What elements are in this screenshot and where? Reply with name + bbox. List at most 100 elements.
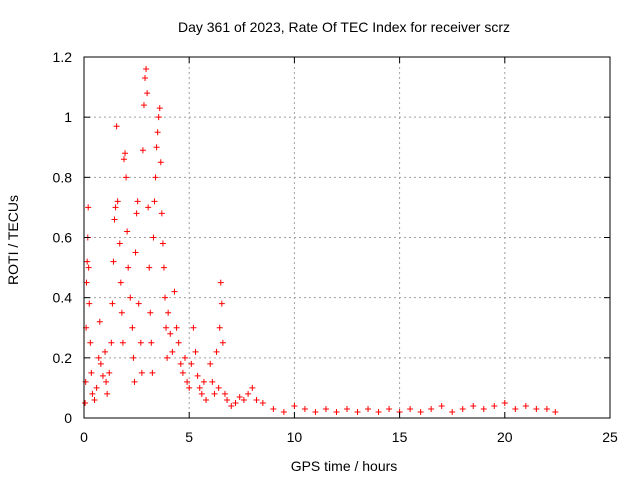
x-tick-label: 10 <box>287 429 303 445</box>
data-point <box>146 264 153 271</box>
data-point <box>113 123 120 130</box>
data-point <box>449 408 456 415</box>
data-point <box>354 408 361 415</box>
data-point <box>221 390 228 397</box>
data-point <box>270 405 277 412</box>
data-point <box>224 396 231 403</box>
data-point <box>196 384 203 391</box>
data-point <box>470 402 477 409</box>
data-point <box>240 396 247 403</box>
data-point <box>133 210 140 217</box>
data-point <box>181 354 188 361</box>
data-point <box>375 408 382 415</box>
data-point <box>130 354 137 361</box>
y-tick-label: 0.6 <box>53 230 73 246</box>
x-tick-label: 5 <box>185 429 193 445</box>
data-point <box>157 159 164 166</box>
data-point <box>104 390 111 397</box>
data-point <box>198 390 205 397</box>
x-tick-label: 20 <box>497 429 513 445</box>
data-point <box>117 279 124 286</box>
data-point <box>228 402 235 409</box>
data-point <box>171 288 178 295</box>
data-point <box>322 405 329 412</box>
data-point <box>428 405 435 412</box>
data-point <box>97 360 104 367</box>
data-point <box>131 378 138 385</box>
data-point <box>249 384 256 391</box>
data-point <box>344 405 350 412</box>
data-point <box>501 399 508 406</box>
data-point <box>158 210 165 217</box>
data-point <box>152 174 159 181</box>
data-point <box>213 348 220 355</box>
data-point <box>163 324 170 331</box>
data-point <box>150 234 157 241</box>
data-point <box>159 240 166 247</box>
data-point <box>138 369 145 376</box>
y-tick-label: 1 <box>64 109 72 125</box>
data-point <box>99 372 106 379</box>
data-point <box>522 402 529 409</box>
data-point <box>491 402 498 409</box>
data-point <box>194 372 201 379</box>
data-point <box>114 198 121 205</box>
data-point <box>145 204 152 211</box>
data-point <box>236 393 243 400</box>
data-point <box>96 318 103 325</box>
data-point <box>173 324 180 331</box>
data-point <box>127 294 134 301</box>
data-point <box>93 384 100 391</box>
data-point <box>200 378 207 385</box>
data-points <box>82 66 559 415</box>
data-point <box>407 405 414 412</box>
grid <box>84 57 610 418</box>
data-point <box>153 144 160 151</box>
data-point <box>291 402 298 409</box>
data-point <box>151 198 158 205</box>
data-point <box>110 258 117 265</box>
data-point <box>111 216 118 223</box>
data-point <box>95 354 102 361</box>
data-point <box>217 279 224 286</box>
data-point <box>148 339 155 346</box>
data-point <box>109 300 116 307</box>
data-point <box>149 369 156 376</box>
ticks: 0 5 10 15 20 25 0 0.2 0.4 0.6 0.8 1 1.2 <box>53 49 618 445</box>
data-point <box>85 264 92 271</box>
data-point <box>216 324 223 331</box>
data-point <box>209 378 216 385</box>
data-point <box>245 390 252 397</box>
data-point <box>543 405 550 412</box>
data-point <box>259 399 266 406</box>
x-tick-label: 15 <box>392 429 408 445</box>
data-point <box>88 369 95 376</box>
data-point <box>84 258 91 265</box>
data-point <box>232 399 239 406</box>
data-point <box>512 405 519 412</box>
data-point <box>165 309 172 316</box>
data-point <box>85 204 92 211</box>
data-point <box>82 399 89 406</box>
data-point <box>480 405 487 412</box>
x-tick-label: 0 <box>80 429 88 445</box>
data-point <box>175 339 182 346</box>
data-point <box>91 396 98 403</box>
data-point <box>154 129 161 136</box>
data-point <box>312 408 319 415</box>
data-point <box>184 378 191 385</box>
data-point <box>301 405 308 412</box>
y-tick-label: 0 <box>64 410 72 426</box>
data-point <box>155 114 162 121</box>
data-point <box>164 354 171 361</box>
data-point <box>333 408 340 415</box>
data-point <box>365 405 372 412</box>
x-tick-label: 25 <box>602 429 618 445</box>
data-point <box>147 309 154 316</box>
data-point <box>119 339 126 346</box>
data-point <box>280 408 287 415</box>
y-tick-label: 1.2 <box>53 49 73 65</box>
y-tick-label: 0.8 <box>53 169 73 185</box>
